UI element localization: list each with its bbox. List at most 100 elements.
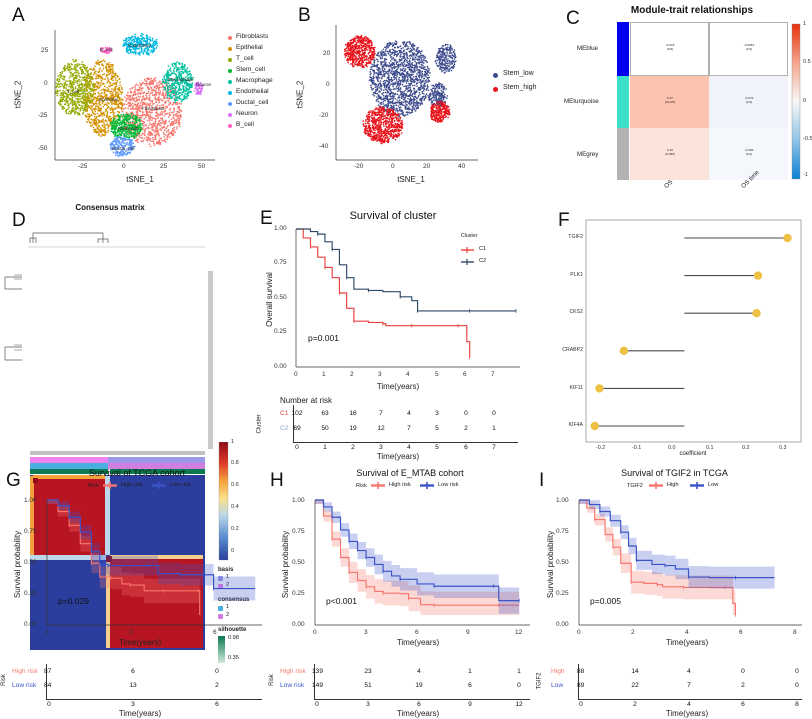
- panel-i-legend-high: High: [667, 482, 679, 488]
- panel-i-risk-low-4: 0: [795, 682, 799, 689]
- panel-e-xtick-6: 6: [463, 371, 467, 378]
- module-color-meblue: [617, 22, 629, 76]
- panel-b-ytick-2: 0: [326, 81, 330, 88]
- legend-dot-fibroblasts: [228, 36, 232, 40]
- annotation-consensus-left: [30, 463, 108, 469]
- panel-h-xtick-0: 0: [313, 629, 317, 636]
- panel-g-risk-row-label-1: Low risk: [12, 682, 37, 689]
- panel-e-xtick-0: 0: [294, 371, 298, 378]
- panel-c-letter: C: [566, 8, 580, 29]
- panel-f-gene-label-3: CRABP2: [562, 347, 583, 353]
- panel-i-risk-xlabel: Time(years): [665, 709, 709, 718]
- panel-g-risk-low-1: 13: [129, 682, 137, 689]
- panel-d-legend-consensus-2: 2: [226, 612, 230, 618]
- panel-f: F TGIF2 PLK1 CKS2 CRABP2 KIF11 KIF4A -0.…: [530, 205, 812, 460]
- legend-label-fibroblasts: Fibroblasts: [236, 33, 269, 40]
- panel-e-plot: [295, 228, 520, 368]
- panel-e-ytick-1: 0.25: [274, 328, 287, 335]
- panel-i-risk-xtick-2: 4: [687, 701, 691, 708]
- panel-h-xtick-2: 6: [415, 629, 419, 636]
- panel-g-ytick-0: 0.00: [24, 621, 37, 628]
- panel-h-risk-low-3: 6: [468, 682, 472, 689]
- panel-h-risk-high-3: 1: [468, 668, 472, 675]
- legend-line-low-i: [690, 482, 704, 489]
- panel-h-plot: [314, 499, 530, 626]
- panel-d-legend-silhouette-high: 0.98: [228, 635, 239, 641]
- panel-h-ytick-0: 0.00: [292, 621, 305, 628]
- panel-h-risk-high-0: 139: [312, 668, 324, 675]
- panel-i-xtick-1: 2: [631, 629, 635, 636]
- panel-i-risk-xtick-4: 8: [795, 701, 799, 708]
- panel-i-risk-low-3: 2: [741, 682, 745, 689]
- panel-i-risk-hline: [578, 699, 802, 700]
- panel-e-legend-title: Cluster: [461, 233, 478, 239]
- panel-h-risk-xtick-2: 6: [417, 701, 421, 708]
- panel-i-ytick-4: 1.00: [556, 497, 569, 504]
- panel-g-xtick-0: 0: [45, 629, 49, 636]
- heatmap-value-megrey-ostime: -0.066 (0.4): [744, 148, 754, 156]
- legend-dot-endothelial: [228, 91, 232, 95]
- panel-i-ytick-2: 0.50: [556, 559, 569, 566]
- legend-dot-b-cell: [228, 124, 232, 128]
- panel-g-risk-vline: [46, 664, 47, 699]
- svg-text:Epithelial: Epithelial: [99, 97, 118, 102]
- panel-e-risk-c1-2: 16: [349, 410, 357, 417]
- legend-dot-stem-low: [493, 73, 498, 78]
- panel-b-xtick-2: 20: [423, 163, 431, 170]
- panel-e-risk-c2-0: 69: [293, 425, 301, 432]
- panel-g-pvalue: p=0.029: [58, 596, 89, 606]
- panel-e-risk-xtick-5: 5: [435, 444, 439, 451]
- legend-label-macrophage: Macrophage: [236, 77, 273, 84]
- panel-h-risk-row-label-1: Low risk: [280, 682, 305, 689]
- panel-e-letter: E: [260, 208, 273, 229]
- annotation-basis-left: [30, 457, 108, 463]
- panel-d: D Consensus matrix: [0, 203, 258, 663]
- panel-i-risk-row-label-1: Low: [551, 682, 564, 689]
- panel-e-risk-c1-7: 0: [492, 410, 496, 417]
- legend-swatch-basis-1: [218, 576, 223, 581]
- panel-f-xtick-3: 0.1: [706, 445, 714, 451]
- panel-c-scale-tick-0: 1: [803, 21, 807, 27]
- panel-f-xtick-0: -0.2: [596, 445, 606, 451]
- panel-a-ytick-3: 25: [41, 47, 49, 54]
- panel-e-xtick-7: 7: [491, 371, 495, 378]
- panel-e-risk-c1-4: 4: [407, 410, 411, 417]
- legend-swatch-basis-2: [218, 584, 223, 589]
- legend-swatch-consensus-1: [218, 606, 223, 611]
- panel-b-xtick-0: -20: [354, 163, 364, 170]
- panel-c-title: Module-trait relationships: [630, 5, 754, 16]
- panel-e: E Survival of cluster 1.00 0.75 0.50 0.2…: [257, 205, 530, 461]
- heatmap-cell-megrey-os: [630, 128, 709, 180]
- panel-i-risk-vline: [578, 664, 579, 699]
- panel-d-scale-tick-1: 0.8: [231, 460, 239, 466]
- panel-e-risk-xlabel: Time(years): [376, 452, 420, 461]
- panel-g-ylabel: Survival probability: [13, 530, 23, 599]
- panel-g-legend-title: Risk: [88, 483, 99, 489]
- legend-line-c1: [461, 247, 474, 253]
- legend-dot-t-cell: [228, 58, 232, 62]
- panel-i: I Survival of TGIF2 in TCGA TGIF2 High L…: [537, 462, 812, 719]
- panel-f-gene-label-2: CKS2: [569, 309, 583, 315]
- panel-g-risk-xtick-2: 6: [215, 701, 219, 708]
- panel-d-scale-tick-2: 0.6: [231, 482, 239, 488]
- panel-a-xtick-0: -25: [78, 163, 88, 170]
- panel-g-risk-row-label-0: High risk: [12, 668, 38, 675]
- panel-h-risk-low-0: 149: [312, 682, 324, 689]
- panel-a-xlabel: tSNE_1: [126, 175, 154, 184]
- panel-c: C Module-trait relationships MEblue MEtu…: [562, 0, 812, 205]
- panel-b-xlabel: tSNE_1: [397, 175, 425, 184]
- panel-i-risk-xtick-3: 6: [741, 701, 745, 708]
- panel-e-risk-xtick-4: 4: [407, 444, 411, 451]
- panel-i-ytick-1: 0.25: [556, 590, 569, 597]
- consensus-edge-left: [30, 476, 34, 556]
- panel-d-legend-basis-title: basis: [218, 567, 234, 573]
- panel-i-risk-row-label-0: High: [551, 668, 565, 675]
- panel-e-risk-hline: [293, 442, 518, 443]
- panel-e-xtick-2: 2: [350, 371, 354, 378]
- panel-e-ytick-4: 1.00: [274, 225, 287, 232]
- panel-g-legend-low-risk: Low risk: [170, 482, 191, 488]
- panel-f-xtick-4: 0.2: [742, 445, 750, 451]
- panel-g-ytick-4: 1.00: [24, 497, 37, 504]
- panel-e-risk-xtick-0: 0: [295, 444, 299, 451]
- panel-e-risk-c2-7: 1: [492, 425, 496, 432]
